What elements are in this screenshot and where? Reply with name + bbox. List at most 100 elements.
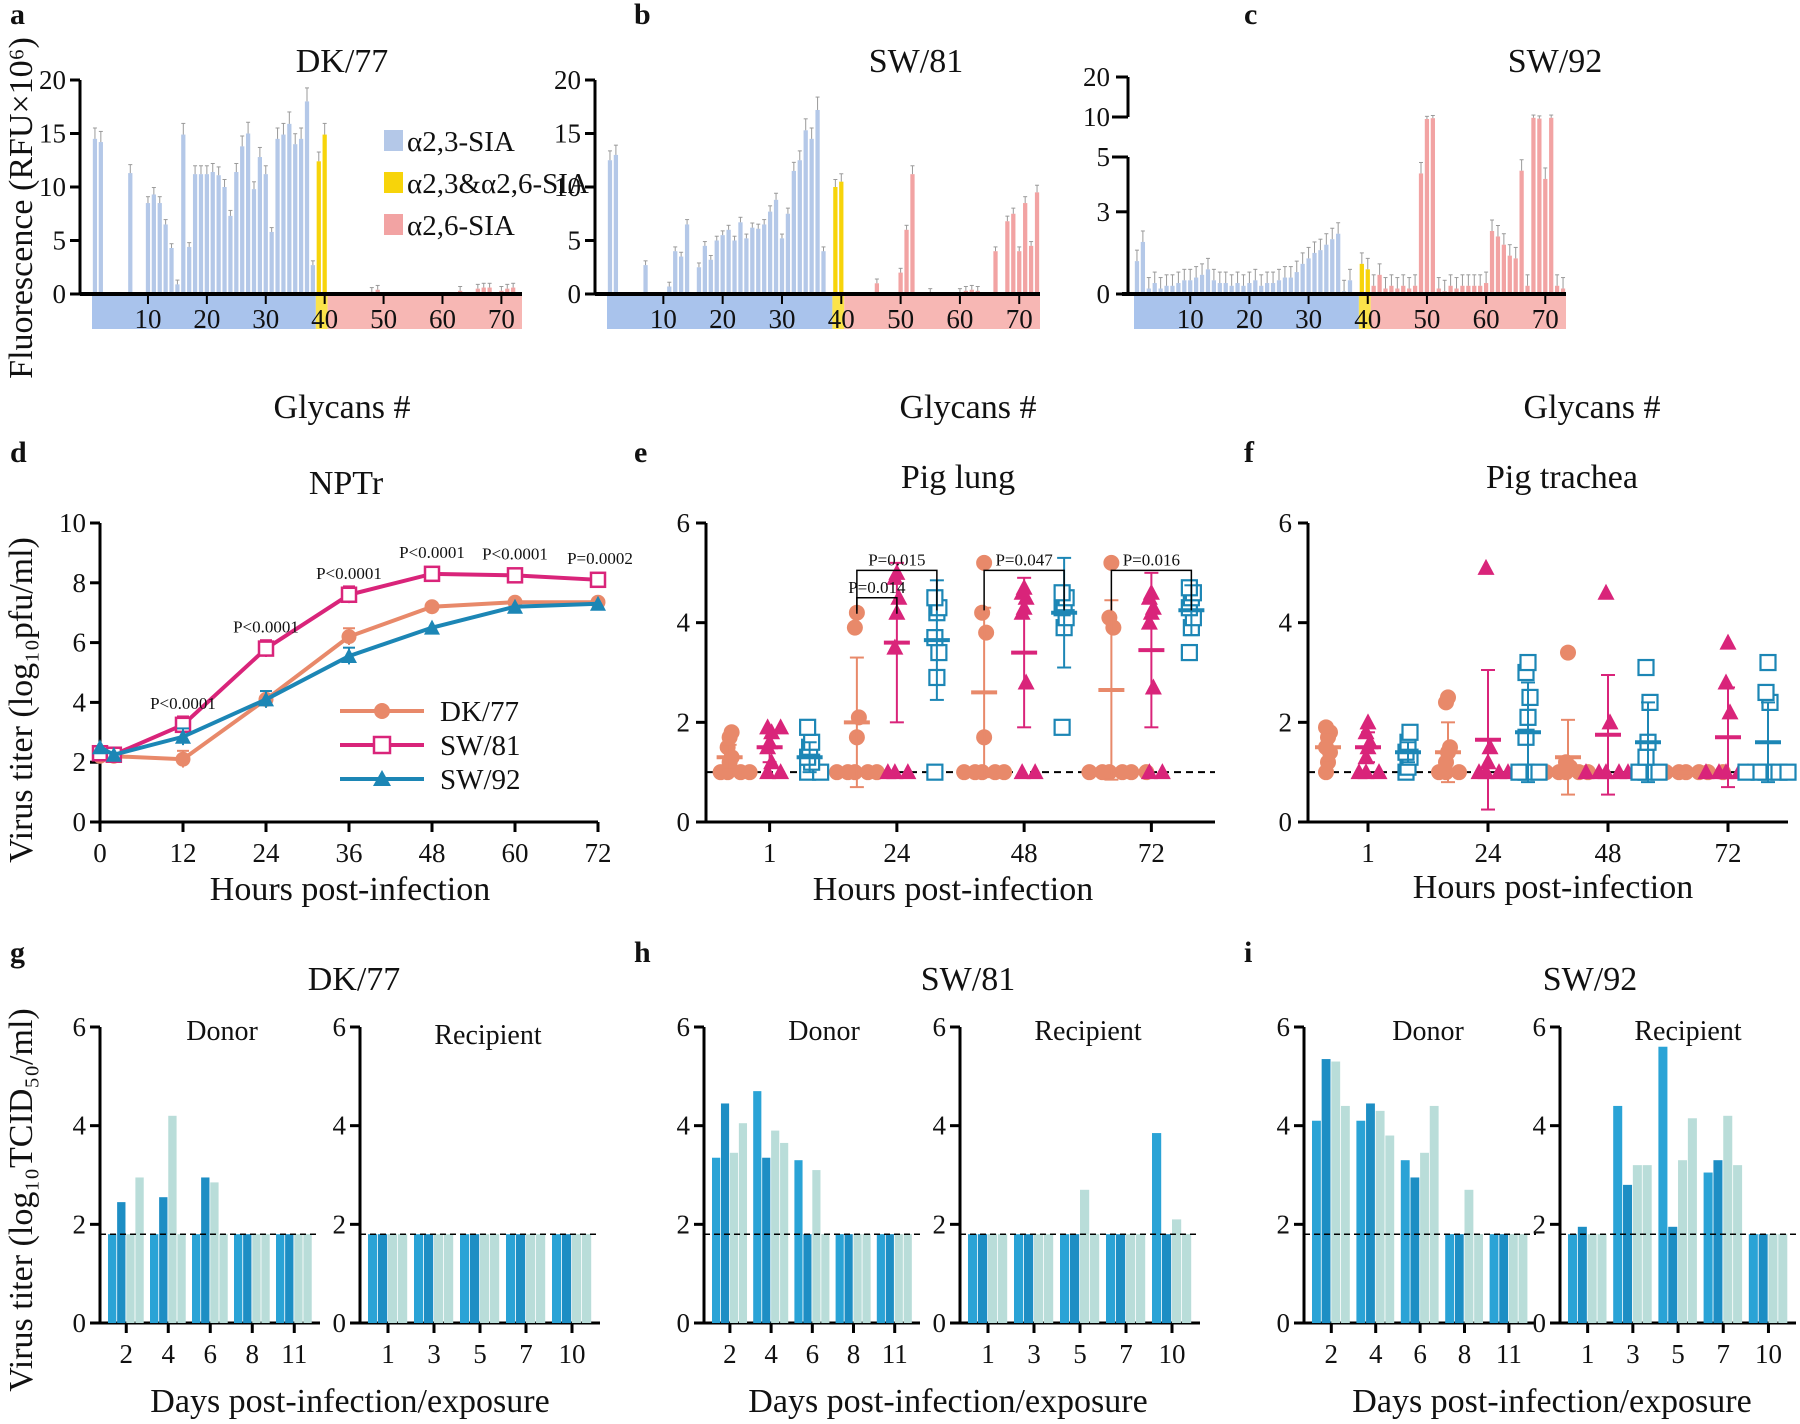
panel-b-title: SW/81 xyxy=(869,43,963,80)
c-x-tick-label: 30 xyxy=(1295,304,1322,334)
b-bar xyxy=(969,289,974,294)
a-x-tick-label: 20 xyxy=(193,304,220,334)
g-donor-bar xyxy=(294,1234,303,1323)
c-bar xyxy=(1182,280,1187,294)
h-donor-bar xyxy=(720,1103,730,1323)
h-recipient-x-tick-label: 1 xyxy=(981,1339,995,1369)
a-y-tick-label: 20 xyxy=(39,65,66,95)
d-pvalue-label: P=0.0002 xyxy=(567,549,633,568)
e-point-SW/81 xyxy=(1140,613,1158,630)
c-bar xyxy=(1407,288,1412,294)
h-donor-x-tick-label: 2 xyxy=(723,1339,737,1369)
c-bar xyxy=(1478,285,1483,294)
h-recipient-bar xyxy=(1152,1133,1162,1323)
g-donor-y-tick-label: 6 xyxy=(73,1012,87,1042)
e-pvalue-label: P=0.015 xyxy=(868,550,925,569)
d-point-SW/92 xyxy=(175,728,191,744)
a-bar xyxy=(481,287,486,294)
b-x-tick-label: 30 xyxy=(768,304,795,334)
h-recipient-y-tick-label: 2 xyxy=(933,1209,947,1239)
c-bar xyxy=(1424,119,1430,294)
panel-e-title: Pig lung xyxy=(901,459,1015,496)
b-bar xyxy=(1023,203,1028,294)
a-glycan-group-strip xyxy=(92,294,316,329)
g-donor-bar xyxy=(243,1234,252,1323)
a-bar xyxy=(222,187,227,294)
d-y-tick-label: 2 xyxy=(73,747,87,777)
b-bar xyxy=(684,224,690,294)
e-point-SW/92 xyxy=(926,629,944,647)
c-bar xyxy=(1460,285,1465,294)
g-recipient-bar xyxy=(368,1234,378,1323)
i-recipient-bar xyxy=(1623,1184,1633,1323)
a-bar xyxy=(204,174,209,294)
c-bar xyxy=(1537,118,1542,294)
c-bar xyxy=(1300,263,1305,294)
g-donor-bar xyxy=(261,1234,270,1323)
b-x-tick-label: 60 xyxy=(946,304,973,334)
i-recipient-label: Recipient xyxy=(1634,1016,1742,1047)
i-donor-bar xyxy=(1356,1120,1366,1323)
f-point-SW/92 xyxy=(1630,763,1648,781)
h-donor-y-tick-label: 6 xyxy=(677,1012,691,1042)
e-y-tick-label: 4 xyxy=(677,608,691,638)
f-point-SW/92 xyxy=(1530,763,1548,781)
f-point-SW/81 xyxy=(1577,763,1595,780)
b-bar xyxy=(708,259,713,294)
i-donor-bar xyxy=(1375,1110,1385,1323)
c-x-tick-label: 50 xyxy=(1413,304,1440,334)
e-point-SW/81 xyxy=(1013,763,1031,780)
i-donor-bar xyxy=(1331,1061,1341,1323)
i-donor-bar xyxy=(1340,1105,1350,1323)
i-recipient-bar xyxy=(1733,1165,1743,1323)
b-bar xyxy=(714,240,719,294)
c-bar xyxy=(1223,283,1228,294)
x-axis-label-f: Hours post-infection xyxy=(1413,869,1693,906)
b-bar xyxy=(803,130,808,294)
panel-h-title: SW/81 xyxy=(921,961,1015,998)
f-point-SW/81 xyxy=(1697,763,1715,780)
c-bar xyxy=(1359,263,1364,294)
d-pvalue-label: P<0.0001 xyxy=(399,543,465,562)
h-donor-bar xyxy=(712,1157,721,1323)
d-y-tick-label: 6 xyxy=(73,628,87,658)
i-recipient-bar xyxy=(1568,1234,1578,1323)
a-bar xyxy=(187,246,192,294)
f-point-SW/81 xyxy=(1721,703,1739,720)
h-recipient-bar xyxy=(1106,1234,1116,1323)
e-point-SW/81 xyxy=(886,638,904,655)
c-bar xyxy=(1347,280,1353,294)
i-donor-bar xyxy=(1366,1103,1375,1323)
b-bar xyxy=(993,251,998,294)
e-point-SW/81 xyxy=(1144,678,1162,695)
b-bar xyxy=(839,181,844,294)
e-point-DK/77 xyxy=(996,764,1013,781)
h-donor-bar xyxy=(794,1160,803,1323)
b-y-tick-label: 10 xyxy=(554,172,581,202)
d-series-line-DK/77 xyxy=(100,600,598,762)
f-point-DK/77 xyxy=(1451,764,1467,781)
i-donor-bar xyxy=(1429,1105,1439,1323)
g-donor-bar xyxy=(177,1234,186,1323)
c-bar xyxy=(1365,269,1370,294)
a-bar xyxy=(163,224,168,294)
b-bar xyxy=(702,245,708,294)
d-y-tick-label: 0 xyxy=(73,807,87,837)
f-point-SW/92 xyxy=(1757,683,1775,702)
c-bar xyxy=(1312,252,1317,294)
g-donor-y-tick-label: 4 xyxy=(73,1111,87,1141)
i-donor-bar xyxy=(1454,1234,1464,1323)
f-x-tick-label: 1 xyxy=(1361,838,1375,868)
i-recipient-bar xyxy=(1678,1160,1688,1323)
i-recipient-bar xyxy=(1703,1172,1713,1323)
a-x-tick-label: 40 xyxy=(311,304,338,334)
a-bar xyxy=(216,175,221,294)
panel-label-f: f xyxy=(1244,436,1255,469)
i-donor-bar xyxy=(1321,1059,1331,1323)
b-bar xyxy=(643,265,648,294)
legend-swatch-a26 xyxy=(384,214,403,235)
c-bar xyxy=(1401,285,1406,294)
c-bar xyxy=(1205,269,1211,294)
i-recipient-x-tick-label: 1 xyxy=(1581,1339,1595,1369)
a-bar xyxy=(310,265,316,294)
